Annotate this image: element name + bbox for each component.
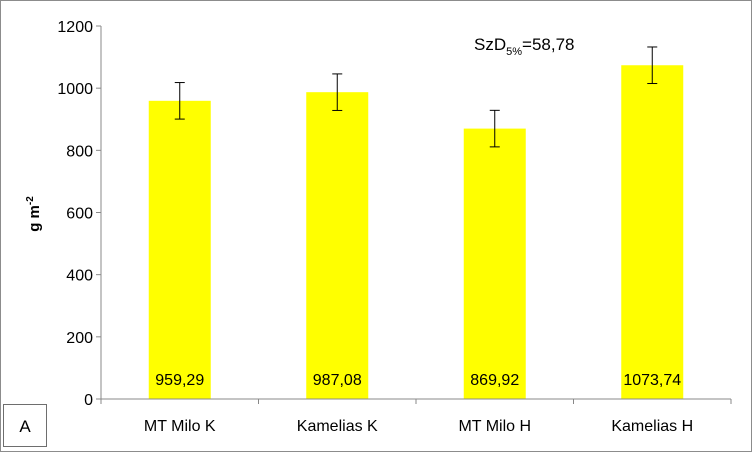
category-label: MT Milo K [144,418,216,435]
category-label: Kamelias H [611,418,693,435]
error-bar [332,73,343,111]
panel-label: A [3,404,47,447]
y-ticks-group: 0 200 400 600 800 1000 1200 [57,19,101,409]
value-label: 869,92 [470,372,519,389]
value-label: 959,29 [155,372,204,389]
category-label: MT Milo H [458,418,531,435]
y-tick-label: 200 [66,330,93,347]
y-tick-label: 1000 [57,81,93,98]
error-bar [647,46,658,85]
error-bars-group [174,46,658,148]
value-labels-group: 959,29 987,08 869,92 1073,74 [155,372,681,389]
category-labels-group: MT Milo K Kamelias K MT Milo H Kamelias H [144,418,693,435]
y-tick-label: 1200 [57,19,93,36]
lsd-annotation: SzD5%=58,78 [474,35,575,58]
y-tick-label: 800 [66,143,93,160]
bar [148,100,211,400]
bar [306,92,369,400]
y-tick-label: 0 [84,392,93,409]
error-bar [174,82,185,120]
y-axis-label: g m-2 [25,196,43,232]
error-bar [489,109,500,148]
value-label: 1073,74 [623,372,681,389]
bar [463,128,526,400]
category-label: Kamelias K [297,418,378,435]
value-label: 987,08 [313,372,362,389]
bars-group [148,65,684,400]
x-ticks-group [100,399,732,404]
y-tick-label: 400 [66,268,93,285]
y-tick-label: 600 [66,206,93,223]
bar [621,65,684,399]
